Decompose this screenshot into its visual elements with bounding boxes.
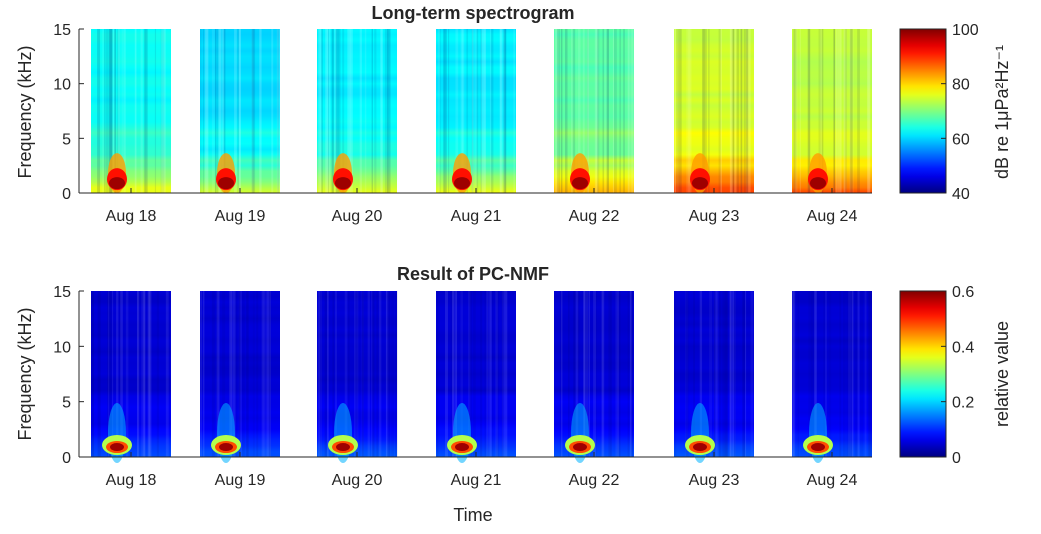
x-tick-label: Aug 21: [451, 208, 502, 225]
colorbar-gradient: [899, 290, 947, 458]
heatmap-texture: [792, 291, 872, 457]
colorbar-tick-label: 80: [952, 77, 970, 94]
heatmap-texture: [200, 29, 280, 193]
hotspot: [333, 153, 353, 194]
colorbar-label: relative value: [992, 321, 1012, 427]
heatmap-day-block: [436, 29, 516, 193]
heatmap-texture: [438, 29, 515, 193]
y-axis-label: Frequency (kHz): [15, 45, 35, 178]
heatmap-texture: [91, 291, 169, 457]
colorbar-tick-label: 100: [952, 22, 979, 39]
x-tick-label: Aug 18: [106, 472, 157, 489]
x-tick-label: Aug 18: [106, 208, 157, 225]
heatmap-texture: [318, 291, 398, 457]
heatmap-texture: [437, 291, 508, 457]
heatmap-texture: [793, 29, 871, 193]
colorbar-tick-label: 60: [952, 131, 970, 148]
y-tick-label: 5: [62, 395, 71, 412]
y-tick-label: 5: [62, 131, 71, 148]
heatmap-day-block: [200, 29, 280, 193]
heatmap-texture: [318, 29, 391, 193]
heatmap-texture: [674, 29, 751, 193]
heatmap-texture: [559, 291, 633, 457]
heatmap-area: [91, 29, 872, 194]
colorbar: 40 60 80 100: [899, 22, 979, 203]
heatmap-day-block: [317, 291, 397, 457]
colorbar-tick-label: 0.6: [952, 284, 974, 301]
y-tick-label: 10: [53, 77, 71, 94]
heatmap-day-block: [674, 291, 754, 457]
y-tick-label: 0: [62, 186, 71, 203]
y-tick-label: 15: [53, 284, 71, 301]
heatmap-texture: [554, 29, 635, 193]
x-tick-label: Aug 22: [569, 472, 620, 489]
hotspot: [565, 403, 595, 464]
heatmap-day-block: [554, 291, 634, 457]
x-tick-label: Aug 23: [689, 472, 740, 489]
y-tick-label: 15: [53, 22, 71, 39]
hotspot: [690, 153, 710, 194]
heatmap-day-block: [200, 291, 280, 457]
hotspot: [570, 153, 590, 194]
hotspot: [328, 403, 358, 464]
chart-title: Long-term spectrogram: [371, 3, 574, 23]
heatmap-texture: [674, 291, 754, 457]
heatmap-texture: [97, 29, 166, 193]
y-axis-ticks: 0 5 10 15: [53, 22, 84, 203]
colorbar-tick-label: 40: [952, 186, 970, 203]
colorbar-tick-label: 0.4: [952, 339, 974, 356]
heatmap-day-block: [792, 29, 872, 193]
hotspot: [107, 153, 127, 194]
x-tick-label: Aug 24: [807, 208, 858, 225]
colorbar-gradient: [899, 28, 947, 194]
colorbar-label: dB re 1μPa²Hz⁻¹: [992, 45, 1012, 179]
y-axis-label: Frequency (kHz): [15, 307, 35, 440]
hotspot: [808, 153, 828, 194]
colorbar-tick-label: 0: [952, 450, 961, 467]
x-axis-ticks: Aug 18 Aug 19 Aug 20 Aug 21 Aug 22 Aug 23 Aug …: [106, 188, 858, 225]
x-tick-label: Aug 20: [332, 472, 383, 489]
x-tick-label: Aug 22: [569, 208, 620, 225]
hotspot: [803, 403, 833, 464]
x-tick-label: Aug 20: [332, 208, 383, 225]
chart-title: Result of PC-NMF: [397, 264, 549, 284]
x-axis-label: Time: [453, 505, 492, 525]
x-tick-label: Aug 21: [451, 472, 502, 489]
hotspot: [685, 403, 715, 464]
heatmap-day-block: [436, 291, 516, 457]
y-tick-label: 10: [53, 339, 71, 356]
colorbar: 0 0.2 0.4 0.6: [899, 284, 974, 467]
heatmap-area: [91, 291, 872, 464]
x-axis-ticks: Aug 18 Aug 19 Aug 20 Aug 21 Aug 22 Aug 23 Aug …: [106, 452, 858, 489]
heatmap-texture: [200, 291, 271, 457]
heatmap-day-block: [554, 29, 634, 193]
heatmap-day-block: [674, 29, 754, 193]
hotspot: [211, 403, 241, 464]
heatmap-day-block: [91, 29, 171, 193]
colorbar-tick-label: 0.2: [952, 395, 974, 412]
x-tick-label: Aug 23: [689, 208, 740, 225]
x-tick-label: Aug 19: [215, 208, 266, 225]
hotspot: [447, 403, 477, 464]
heatmap-day-block: [317, 29, 397, 193]
x-tick-label: Aug 24: [807, 472, 858, 489]
y-axis-ticks: 0 5 10 15: [53, 284, 84, 467]
heatmap-day-block: [91, 291, 171, 457]
heatmap-day-block: [792, 291, 872, 457]
hotspot: [216, 153, 236, 194]
y-tick-label: 0: [62, 450, 71, 467]
x-tick-label: Aug 19: [215, 472, 266, 489]
hotspot: [452, 153, 472, 194]
hotspot: [102, 403, 132, 464]
